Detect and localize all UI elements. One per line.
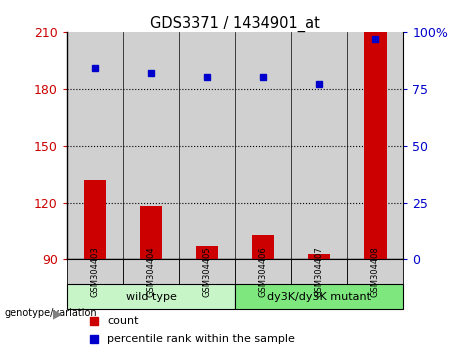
Bar <box>291 32 347 259</box>
Bar <box>67 284 235 309</box>
Text: GSM304407: GSM304407 <box>315 246 324 297</box>
Text: genotype/variation: genotype/variation <box>5 308 97 318</box>
Bar <box>235 284 403 309</box>
Bar <box>179 259 235 284</box>
Text: GSM304403: GSM304403 <box>90 246 100 297</box>
Bar <box>83 180 106 259</box>
Text: GSM304408: GSM304408 <box>371 246 380 297</box>
Text: GSM304406: GSM304406 <box>259 246 268 297</box>
Text: ▶: ▶ <box>53 308 63 321</box>
Bar <box>252 235 274 259</box>
Text: percentile rank within the sample: percentile rank within the sample <box>107 334 295 344</box>
Text: dy3K/dy3K mutant: dy3K/dy3K mutant <box>267 292 371 302</box>
Title: GDS3371 / 1434901_at: GDS3371 / 1434901_at <box>150 16 320 32</box>
Bar <box>123 32 179 259</box>
Bar <box>235 32 291 259</box>
Bar <box>67 259 123 284</box>
Bar <box>140 206 162 259</box>
Bar <box>67 32 123 259</box>
Bar <box>179 32 235 259</box>
Text: count: count <box>107 316 139 326</box>
Bar <box>123 259 179 284</box>
Text: GSM304405: GSM304405 <box>202 246 212 297</box>
Bar <box>347 259 403 284</box>
Bar <box>347 32 403 259</box>
Bar <box>364 32 386 259</box>
Bar <box>308 254 331 259</box>
Text: GSM304404: GSM304404 <box>147 246 155 297</box>
Text: wild type: wild type <box>125 292 177 302</box>
Bar <box>235 259 291 284</box>
Bar <box>291 259 347 284</box>
Bar <box>196 246 219 259</box>
